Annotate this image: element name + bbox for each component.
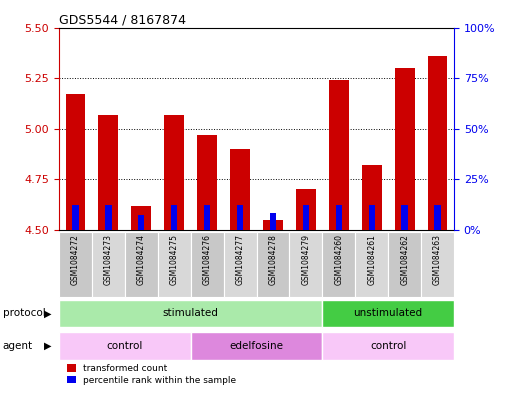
Bar [362,165,382,230]
Bar [171,205,177,230]
Text: edelfosine: edelfosine [229,341,284,351]
Bar [322,332,454,360]
Bar [296,189,315,230]
Bar [98,114,118,230]
Bar [230,149,250,230]
Bar [125,232,158,297]
Bar [191,232,224,297]
Bar [158,232,191,297]
Text: GSM1084276: GSM1084276 [203,234,212,285]
Bar [355,232,388,297]
Bar [402,205,408,230]
Bar [388,232,421,297]
Bar [322,300,454,327]
Bar [191,332,322,360]
Text: protocol: protocol [3,309,45,318]
Legend: transformed count, percentile rank within the sample: transformed count, percentile rank withi… [64,360,240,389]
Bar [224,232,256,297]
Bar [197,135,217,230]
Bar [59,300,322,327]
Text: GSM1084278: GSM1084278 [268,234,278,285]
Bar [289,232,322,297]
Text: GSM1084261: GSM1084261 [367,234,376,285]
Text: GSM1084279: GSM1084279 [301,234,310,285]
Text: GSM1084262: GSM1084262 [400,234,409,285]
Bar [131,206,151,230]
Text: stimulated: stimulated [163,309,219,318]
Bar [428,56,447,230]
Bar [421,232,454,297]
Bar [92,232,125,297]
Text: control: control [370,341,406,351]
Text: GSM1084277: GSM1084277 [235,234,245,285]
Bar [66,94,85,230]
Bar [59,232,92,297]
Text: ▶: ▶ [44,309,51,318]
Text: agent: agent [3,341,33,351]
Bar [270,213,276,230]
Bar [263,220,283,230]
Bar [394,68,415,230]
Text: GSM1084263: GSM1084263 [433,234,442,285]
Text: GSM1084260: GSM1084260 [334,234,343,285]
Text: GSM1084272: GSM1084272 [71,234,80,285]
Bar [435,205,441,230]
Bar [138,215,145,230]
Text: unstimulated: unstimulated [353,309,423,318]
Bar [336,205,342,230]
Bar [256,232,289,297]
Bar [72,205,78,230]
Bar [164,114,184,230]
Text: GSM1084273: GSM1084273 [104,234,113,285]
Bar [204,205,210,230]
Bar [59,332,191,360]
Text: GDS5544 / 8167874: GDS5544 / 8167874 [59,13,186,26]
Bar [303,205,309,230]
Text: GSM1084274: GSM1084274 [137,234,146,285]
Bar [329,80,349,230]
Bar [368,205,375,230]
Bar [322,232,355,297]
Text: GSM1084275: GSM1084275 [170,234,179,285]
Bar [237,205,243,230]
Bar [105,205,111,230]
Text: ▶: ▶ [44,341,51,351]
Text: control: control [107,341,143,351]
